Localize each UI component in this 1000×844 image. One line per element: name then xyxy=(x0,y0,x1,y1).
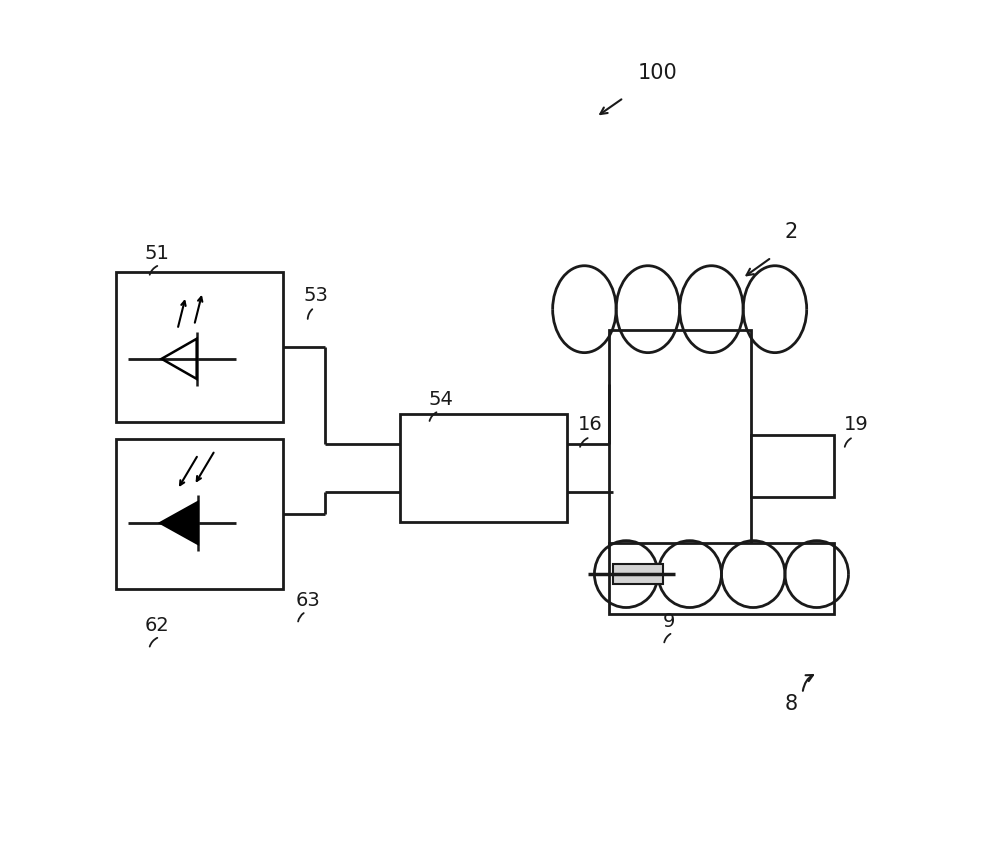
Text: 51: 51 xyxy=(145,244,170,263)
Bar xyxy=(400,414,567,522)
Text: 2: 2 xyxy=(784,222,797,242)
Text: 16: 16 xyxy=(578,415,602,435)
Bar xyxy=(116,439,283,589)
Text: 19: 19 xyxy=(844,415,869,435)
Bar xyxy=(116,272,283,422)
Text: 8: 8 xyxy=(784,695,797,714)
Polygon shape xyxy=(160,502,198,544)
Text: 9: 9 xyxy=(663,612,675,630)
Text: 53: 53 xyxy=(304,286,328,305)
Bar xyxy=(609,544,834,614)
Bar xyxy=(609,330,751,548)
Text: 100: 100 xyxy=(638,63,678,84)
Text: 62: 62 xyxy=(145,616,170,635)
Text: 63: 63 xyxy=(295,591,320,610)
Text: 54: 54 xyxy=(429,390,454,409)
Bar xyxy=(751,435,834,497)
Bar xyxy=(613,564,663,584)
